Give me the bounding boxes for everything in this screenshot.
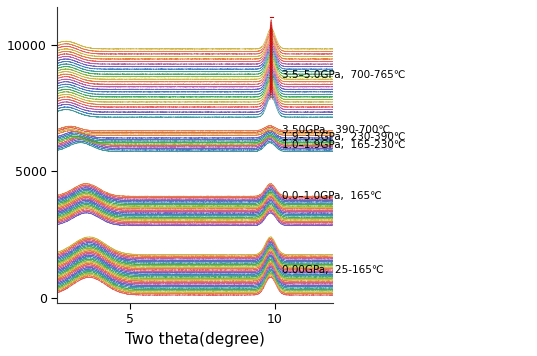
Text: 3.5–5.0GPa,  700-765℃: 3.5–5.0GPa, 700-765℃ [282, 70, 405, 80]
Text: 1.9–3.5GPa,  230-390℃: 1.9–3.5GPa, 230-390℃ [282, 132, 405, 142]
Text: 1.0–1.9GPa,  165-230℃: 1.0–1.9GPa, 165-230℃ [282, 140, 405, 150]
Text: 3.50GPa,  390-700℃: 3.50GPa, 390-700℃ [282, 125, 390, 135]
X-axis label: Two theta(degree): Two theta(degree) [125, 331, 265, 347]
Text: 0.00GPa,  25-165℃: 0.00GPa, 25-165℃ [282, 265, 383, 275]
Text: 0.0–1.0GPa,  165℃: 0.0–1.0GPa, 165℃ [282, 192, 382, 201]
